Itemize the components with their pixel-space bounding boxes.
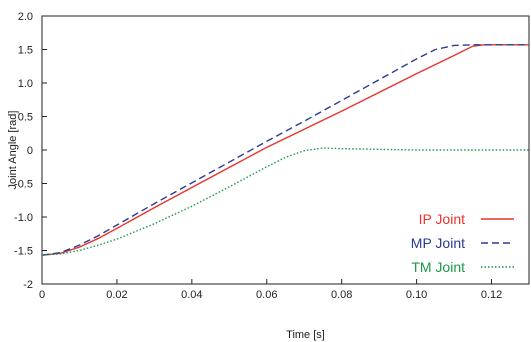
x-tick-label: 0.08: [331, 289, 352, 301]
legend-label: MP Joint: [411, 235, 465, 251]
x-axis-title: Time [s]: [286, 329, 325, 341]
x-axis: 0 0.02 0.04 0.06 0.08 0.10 0.12: [39, 279, 502, 301]
x-tick-label: 0.12: [481, 289, 502, 301]
x-tick-label: 0.06: [256, 289, 277, 301]
y-tick-label: -1.0: [14, 212, 33, 224]
y-tick-label: -1.5: [14, 246, 33, 258]
y-tick-label: 1.0: [18, 78, 33, 90]
legend-label: TM Joint: [411, 259, 465, 275]
y-tick-label: 0: [27, 145, 33, 157]
legend-label: IP Joint: [419, 211, 466, 227]
x-tick-label: 0: [39, 289, 45, 301]
x-tick-label: 0.04: [181, 289, 202, 301]
y-axis-title: Joint Angle [rad]: [7, 111, 19, 190]
x-tick-label: 0.10: [406, 289, 427, 301]
y-tick-label: -2: [23, 279, 33, 291]
y-tick-label: 1.5: [18, 45, 33, 57]
y-tick-label: 0.5: [18, 112, 33, 124]
x-tick-label: 0.02: [106, 289, 127, 301]
y-tick-label: 2.0: [18, 11, 33, 23]
legend: IP Joint MP Joint TM Joint: [411, 211, 514, 275]
